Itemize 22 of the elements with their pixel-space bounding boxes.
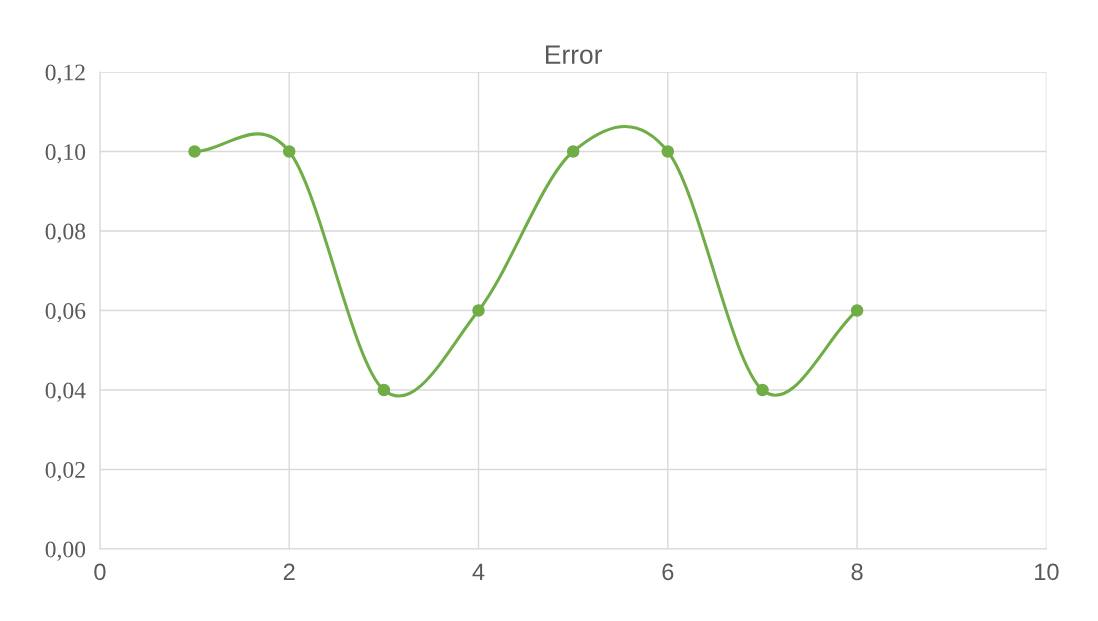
x-tick-label: 0 — [94, 563, 106, 581]
y-tick-label: 0,12 — [45, 64, 85, 84]
chart-title: Error — [546, 45, 603, 64]
point — [661, 145, 675, 158]
y-tick-label: 0,04 — [45, 382, 86, 402]
y-tick-label: 0,08 — [45, 223, 86, 243]
x-tick-label: 8 — [851, 563, 863, 581]
point — [566, 145, 580, 158]
x-tick-label: 10 — [1035, 563, 1059, 581]
point — [756, 383, 769, 397]
y-tick-label: 0,02 — [45, 461, 85, 482]
y-tick-label: 0,10 — [45, 144, 86, 164]
point — [472, 304, 485, 317]
x-tick-label: 4 — [472, 563, 485, 580]
point — [377, 383, 391, 397]
x-tick-label: 6 — [662, 563, 674, 581]
point — [188, 145, 201, 158]
point — [850, 304, 864, 317]
y-tick-label: 0,00 — [45, 541, 86, 561]
point — [282, 145, 296, 158]
x-tick-label: 2 — [283, 563, 295, 580]
y-tick-label: 0,06 — [45, 302, 86, 323]
